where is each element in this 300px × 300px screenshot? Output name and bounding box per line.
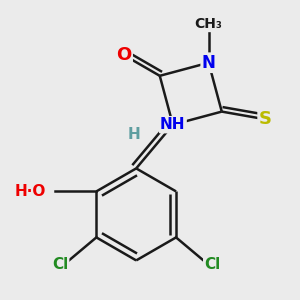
Text: CH₃: CH₃ [195, 17, 223, 31]
Text: Cl: Cl [204, 256, 220, 272]
Text: S: S [259, 110, 272, 128]
Text: H·O: H·O [14, 184, 46, 199]
Text: NH: NH [160, 117, 186, 132]
Text: N: N [202, 54, 216, 72]
Text: Cl: Cl [52, 256, 68, 272]
Text: O: O [116, 46, 131, 64]
Text: H: H [128, 127, 141, 142]
